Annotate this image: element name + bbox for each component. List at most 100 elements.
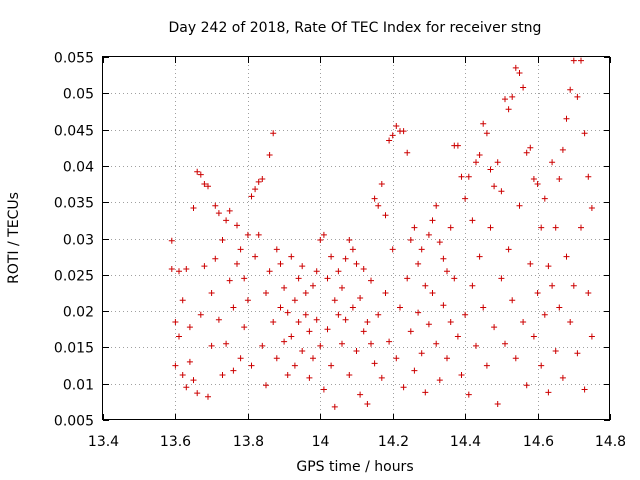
y-tick-label: 0.03 bbox=[63, 233, 94, 249]
data-point bbox=[483, 130, 490, 137]
data-point bbox=[349, 304, 356, 311]
data-point bbox=[342, 255, 349, 262]
data-point bbox=[570, 57, 577, 64]
data-point bbox=[502, 340, 508, 347]
x-tick-label: 13.4 bbox=[88, 434, 119, 450]
data-point bbox=[288, 253, 295, 260]
data-point bbox=[498, 188, 505, 195]
data-point bbox=[313, 268, 320, 275]
data-point bbox=[491, 324, 498, 331]
data-point bbox=[552, 348, 559, 354]
data-point bbox=[447, 224, 454, 231]
data-point bbox=[353, 260, 360, 267]
y-tick-labels: 0.005 0.01 0.015 0.02 0.025 0.03 0.035 0.04 0.04… bbox=[54, 51, 94, 430]
data-point bbox=[516, 70, 523, 76]
y-tick-label: 0.055 bbox=[54, 51, 94, 67]
data-point bbox=[212, 202, 219, 209]
data-point bbox=[237, 355, 244, 362]
data-point bbox=[342, 316, 349, 323]
chart-title: Day 242 of 2018, Rate Of TEC Index for r… bbox=[169, 20, 542, 36]
data-point bbox=[324, 275, 331, 282]
data-point bbox=[339, 340, 345, 347]
data-point bbox=[520, 319, 527, 325]
data-point bbox=[581, 386, 588, 393]
data-point bbox=[317, 342, 324, 349]
data-point bbox=[429, 217, 436, 224]
data-point bbox=[335, 311, 342, 318]
data-point bbox=[451, 275, 458, 282]
data-point bbox=[317, 237, 324, 243]
data-point bbox=[215, 316, 222, 323]
data-point bbox=[368, 340, 374, 347]
data-point bbox=[168, 237, 175, 244]
data-point bbox=[578, 57, 584, 64]
data-point bbox=[454, 142, 461, 149]
data-point bbox=[386, 137, 393, 144]
data-point bbox=[545, 263, 552, 270]
data-point bbox=[400, 384, 407, 391]
data-point bbox=[284, 309, 291, 316]
data-point bbox=[407, 237, 414, 243]
data-point bbox=[295, 275, 302, 282]
data-point bbox=[422, 389, 429, 396]
data-point bbox=[534, 290, 541, 296]
data-point bbox=[538, 362, 545, 369]
data-point bbox=[266, 152, 273, 158]
data-point bbox=[567, 319, 574, 325]
data-point bbox=[574, 93, 581, 100]
data-point bbox=[382, 212, 389, 219]
data-point bbox=[444, 355, 450, 362]
data-point bbox=[226, 277, 233, 284]
data-point bbox=[281, 284, 288, 291]
data-point bbox=[473, 342, 479, 349]
data-point bbox=[168, 266, 175, 272]
data-point bbox=[273, 246, 280, 253]
data-point bbox=[324, 326, 331, 333]
x-tick-label: 13.8 bbox=[233, 434, 264, 450]
data-point bbox=[556, 304, 563, 311]
data-point bbox=[491, 183, 498, 190]
data-point bbox=[215, 210, 222, 217]
y-tick-label: 0.005 bbox=[54, 414, 94, 430]
data-point bbox=[516, 202, 523, 209]
y-tick-label: 0.015 bbox=[54, 341, 94, 357]
data-point bbox=[440, 302, 447, 309]
data-point bbox=[585, 173, 592, 180]
data-point bbox=[320, 231, 327, 238]
data-point bbox=[306, 374, 313, 381]
data-point bbox=[556, 176, 563, 182]
data-point bbox=[360, 328, 367, 335]
data-point bbox=[223, 340, 230, 347]
data-point bbox=[291, 297, 298, 304]
data-point bbox=[208, 290, 215, 296]
data-point bbox=[201, 263, 208, 270]
data-point bbox=[371, 195, 378, 202]
data-point bbox=[498, 275, 505, 282]
data-point bbox=[248, 362, 255, 369]
data-point bbox=[244, 231, 251, 238]
data-point bbox=[404, 149, 411, 156]
data-point bbox=[523, 382, 530, 389]
data-point bbox=[433, 202, 440, 209]
data-point bbox=[331, 297, 338, 304]
data-point bbox=[176, 333, 182, 340]
data-point bbox=[360, 266, 367, 272]
data-point bbox=[415, 260, 422, 267]
data-point bbox=[179, 297, 186, 304]
data-point bbox=[541, 195, 548, 202]
data-point bbox=[469, 282, 476, 289]
data-point bbox=[194, 168, 201, 175]
data-point bbox=[549, 282, 556, 289]
data-point bbox=[483, 362, 490, 369]
data-point bbox=[574, 350, 581, 357]
data-point bbox=[462, 195, 469, 202]
data-point bbox=[346, 372, 353, 378]
data-point bbox=[581, 130, 588, 137]
data-point bbox=[588, 333, 595, 340]
data-point bbox=[277, 304, 284, 311]
x-tick-label: 13.6 bbox=[160, 434, 191, 450]
y-tick-label: 0.05 bbox=[63, 87, 94, 103]
data-point bbox=[255, 231, 262, 238]
data-point bbox=[320, 386, 327, 393]
data-point bbox=[549, 159, 556, 166]
